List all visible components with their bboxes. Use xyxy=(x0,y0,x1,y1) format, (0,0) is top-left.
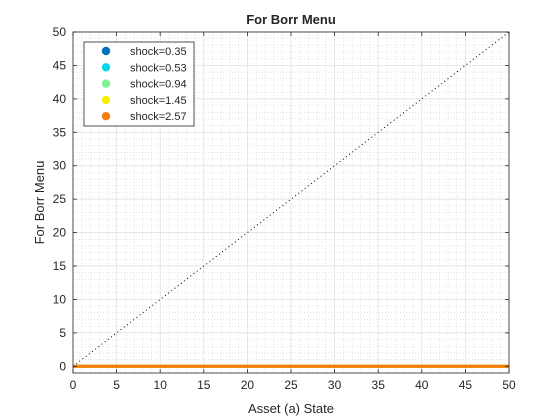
y-tick-label: 15 xyxy=(53,259,67,273)
legend-marker-4 xyxy=(101,95,111,105)
legend: shock=0.35 shock=0.53 shock=0.94 shock=1.45… xyxy=(83,41,195,127)
y-tick-label: 35 xyxy=(53,125,67,139)
x-tick-label: 20 xyxy=(241,378,255,392)
y-tick-label: 30 xyxy=(53,159,67,173)
y-tick-label: 5 xyxy=(59,326,66,340)
legend-label-3: shock=0.94 xyxy=(130,79,187,91)
y-tick-label: 40 xyxy=(53,92,67,106)
x-tick-label: 0 xyxy=(70,378,77,392)
x-tick-label: 45 xyxy=(459,378,473,392)
x-tick-label: 15 xyxy=(197,378,211,392)
x-tick-label: 25 xyxy=(284,378,298,392)
y-tick-label: 25 xyxy=(53,192,67,206)
y-tick-label: 10 xyxy=(53,292,67,306)
x-tick-label: 5 xyxy=(113,378,120,392)
x-tick-label: 10 xyxy=(154,378,168,392)
legend-label-4: shock=1.45 xyxy=(130,95,187,107)
y-tick-label: 50 xyxy=(53,25,67,39)
legend-marker-1 xyxy=(101,46,111,56)
x-tick-label: 40 xyxy=(415,378,429,392)
x-tick-label: 50 xyxy=(502,378,516,392)
ticks-layer: 0 5 10 15 20 25 30 35 40 45 50 0 5 10 15 20 25 30 35 40 45 50 xyxy=(53,25,516,392)
x-tick-label: 35 xyxy=(372,378,386,392)
x-tick-label: 30 xyxy=(328,378,342,392)
y-tick-label: 45 xyxy=(53,58,67,72)
legend-marker-5 xyxy=(101,112,111,121)
legend-label-2: shock=0.53 xyxy=(130,62,187,74)
chart-title: For Borr Menu xyxy=(246,12,336,27)
y-tick-label: 0 xyxy=(59,359,66,373)
legend-marker-3 xyxy=(101,79,111,88)
legend-marker-2 xyxy=(101,63,111,72)
y-axis-label: For Borr Menu xyxy=(32,161,47,245)
y-tick-label: 20 xyxy=(53,226,67,240)
legend-label-1: shock=0.35 xyxy=(130,46,187,58)
series-layer xyxy=(72,31,510,368)
legend-label-5: shock=2.57 xyxy=(130,111,187,123)
x-axis-label: Asset (a) State xyxy=(248,401,334,416)
